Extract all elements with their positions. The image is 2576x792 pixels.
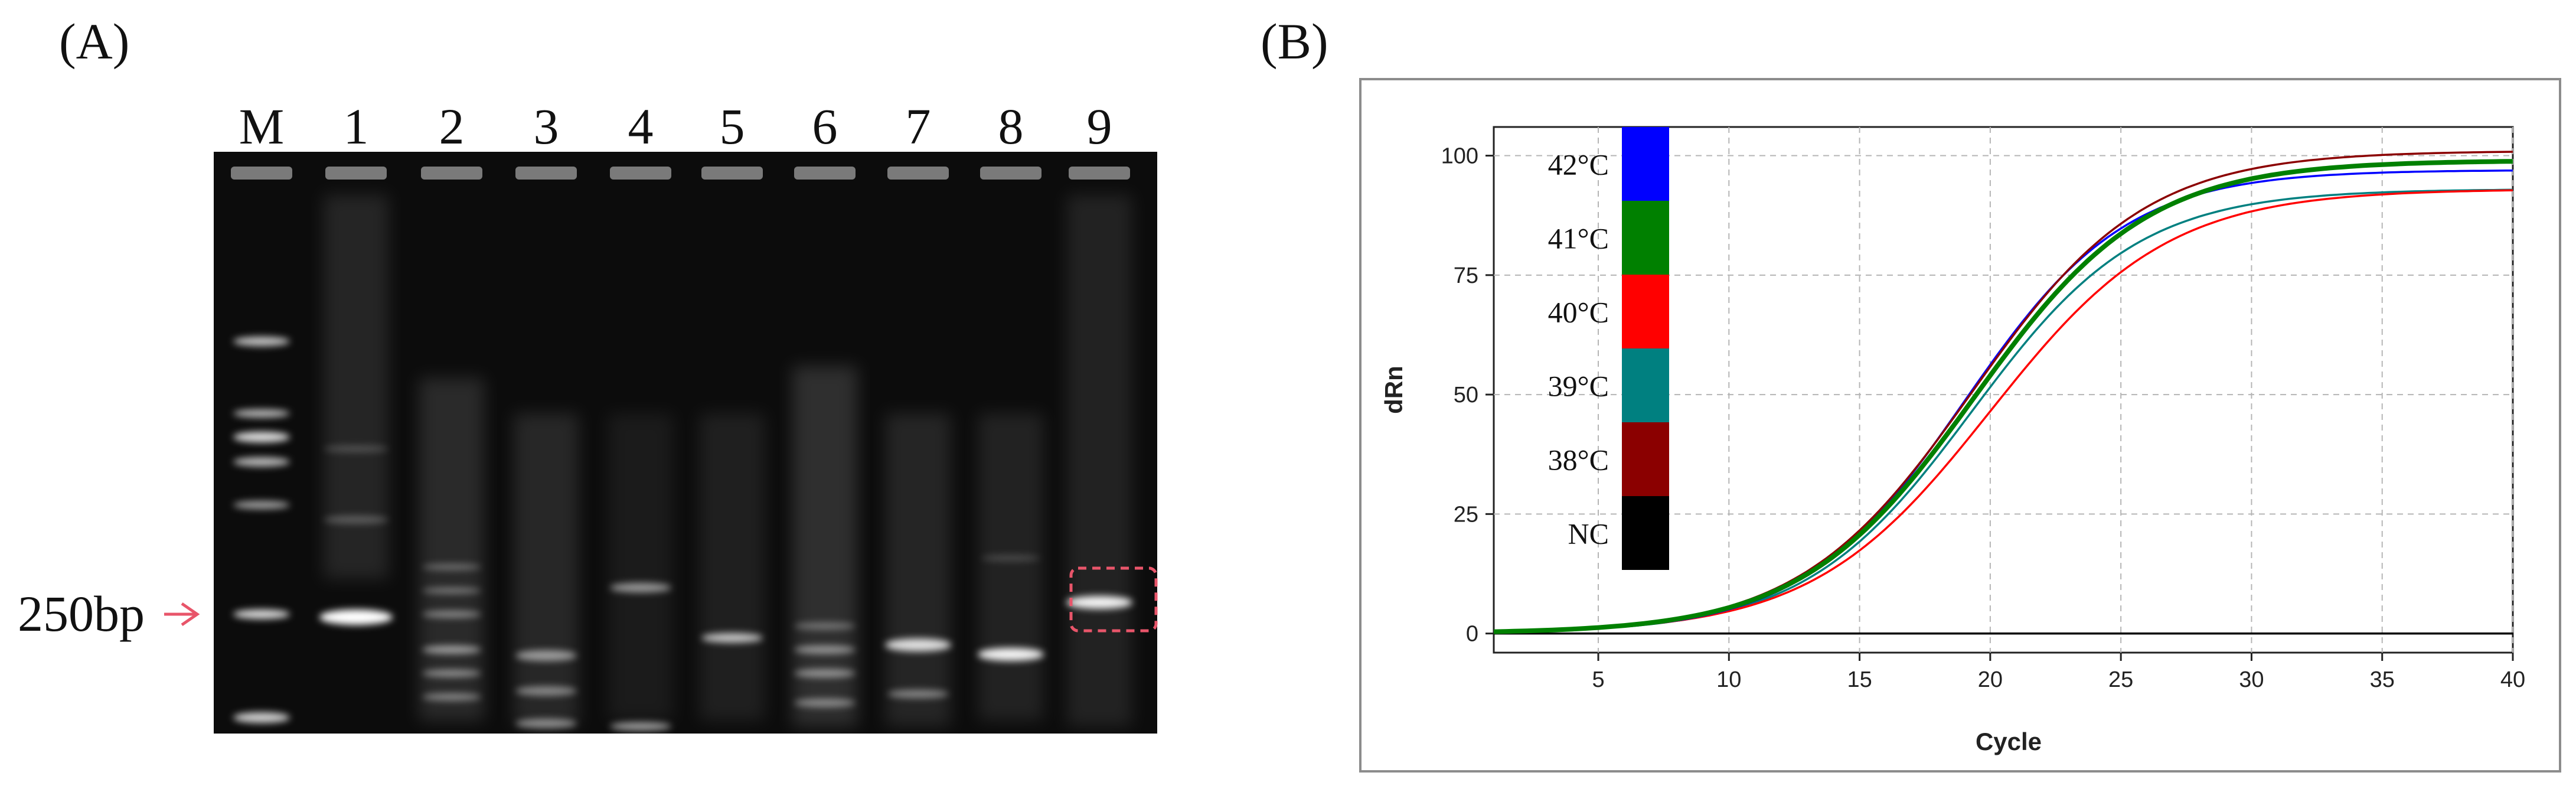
- gel-band: [422, 611, 481, 618]
- y-tick-label: 0: [1466, 622, 1478, 647]
- lane-label-3: 3: [534, 98, 559, 155]
- gel-band: [233, 610, 290, 619]
- x-tick-label: 15: [1847, 667, 1872, 692]
- x-tick-label: 30: [2239, 667, 2264, 692]
- marker-arrow: [164, 602, 200, 627]
- gel-smear: [324, 195, 388, 579]
- legend-swatch: [1622, 348, 1669, 422]
- gel-smear: [700, 413, 765, 721]
- gel-band: [422, 588, 481, 594]
- x-axis-label: Cycle: [1976, 728, 2042, 755]
- lane-label-5: 5: [720, 98, 745, 155]
- x-tick-label: 35: [2370, 667, 2395, 692]
- legend-label: 41°C: [1548, 222, 1609, 255]
- gel-band: [610, 722, 671, 731]
- gel-band: [515, 686, 577, 696]
- lane-label-4: 4: [628, 98, 654, 155]
- gel-band: [794, 669, 856, 677]
- gel-smear: [419, 378, 484, 721]
- y-axis-label: dRn: [1380, 366, 1408, 414]
- gel-well: [887, 167, 949, 180]
- gel-well: [794, 167, 856, 180]
- highlight-box: [1069, 566, 1158, 633]
- gel-band: [422, 670, 481, 677]
- legend-label: 39°C: [1548, 370, 1609, 403]
- gel-well: [701, 167, 763, 180]
- legend-swatch: [1622, 422, 1669, 496]
- legend-swatch: [1622, 201, 1669, 275]
- gel-band: [233, 712, 290, 723]
- legend-label: 40°C: [1548, 296, 1609, 329]
- gel-band: [233, 409, 290, 418]
- gel-band: [319, 610, 393, 625]
- gel-smear: [514, 413, 579, 726]
- gel-band: [794, 646, 856, 654]
- legend-label: 38°C: [1548, 444, 1609, 477]
- gel-band: [794, 622, 856, 630]
- gel-image: M 1 2 3 4 5 6 7 8 9 250bp: [18, 98, 1158, 734]
- gel-band: [422, 646, 481, 654]
- gel-smear: [1067, 195, 1132, 726]
- gel-well: [610, 167, 671, 180]
- curve-41c: [1493, 159, 2513, 634]
- lane-label-8: 8: [998, 98, 1024, 155]
- gel-band: [515, 719, 577, 728]
- gel-band: [233, 457, 290, 467]
- gel-band: [885, 638, 951, 651]
- lane-label-2: 2: [439, 98, 465, 155]
- gel-smear: [886, 413, 951, 726]
- gel-band: [887, 690, 949, 698]
- gel-well: [980, 167, 1041, 180]
- lane-label-6: 6: [812, 98, 838, 155]
- legend-swatch: [1622, 127, 1669, 201]
- panel-a-label: (A): [59, 13, 130, 70]
- panel-b-label: (B): [1261, 13, 1328, 70]
- x-tick-label: 20: [1978, 667, 2003, 692]
- y-tick-label: 75: [1454, 263, 1478, 288]
- lane-label-m: M: [239, 98, 284, 155]
- x-tick-label: 5: [1592, 667, 1604, 692]
- gel-band: [515, 650, 577, 661]
- gel-well: [515, 167, 577, 180]
- lane-label-1: 1: [344, 98, 369, 155]
- gel-well: [1069, 167, 1130, 180]
- gel-well: [421, 167, 482, 180]
- x-tick-label: 40: [2500, 667, 2525, 692]
- lane-label-7: 7: [906, 98, 931, 155]
- gel-band: [978, 648, 1044, 661]
- gel-band: [981, 555, 1040, 561]
- legend-label: 42°C: [1548, 148, 1609, 181]
- gel-well: [325, 167, 387, 180]
- gel-smear: [978, 413, 1043, 721]
- gel-band: [233, 432, 290, 442]
- x-tick-label: 10: [1716, 667, 1741, 692]
- y-tick-label: 100: [1441, 144, 1478, 169]
- gel-smear: [608, 413, 673, 721]
- gel-band: [233, 501, 290, 509]
- gel-band: [324, 516, 388, 524]
- lane-label-9: 9: [1087, 98, 1112, 155]
- gel-band: [324, 445, 388, 452]
- gel-band: [701, 633, 763, 643]
- y-tick-label: 25: [1454, 502, 1478, 527]
- legend-swatch: [1622, 496, 1669, 570]
- y-tick-label: 50: [1454, 383, 1478, 408]
- gel-band: [1066, 596, 1132, 609]
- x-tick-label: 25: [2108, 667, 2133, 692]
- gel-band: [610, 583, 671, 592]
- gel-band: [422, 693, 481, 700]
- legend-label: NC: [1568, 517, 1609, 550]
- marker-size-label: 250bp: [18, 585, 145, 642]
- legend-swatch: [1622, 275, 1669, 348]
- gel-well: [231, 167, 292, 180]
- gel-smear: [792, 366, 857, 726]
- gel-band: [422, 564, 481, 570]
- gel-band: [794, 699, 856, 707]
- gel-band: [233, 337, 290, 346]
- amplification-chart: 5 10 15 20 25 30 35 40 0 25 50 75 100 42°C 41°C 40°C 39…: [1359, 78, 2561, 773]
